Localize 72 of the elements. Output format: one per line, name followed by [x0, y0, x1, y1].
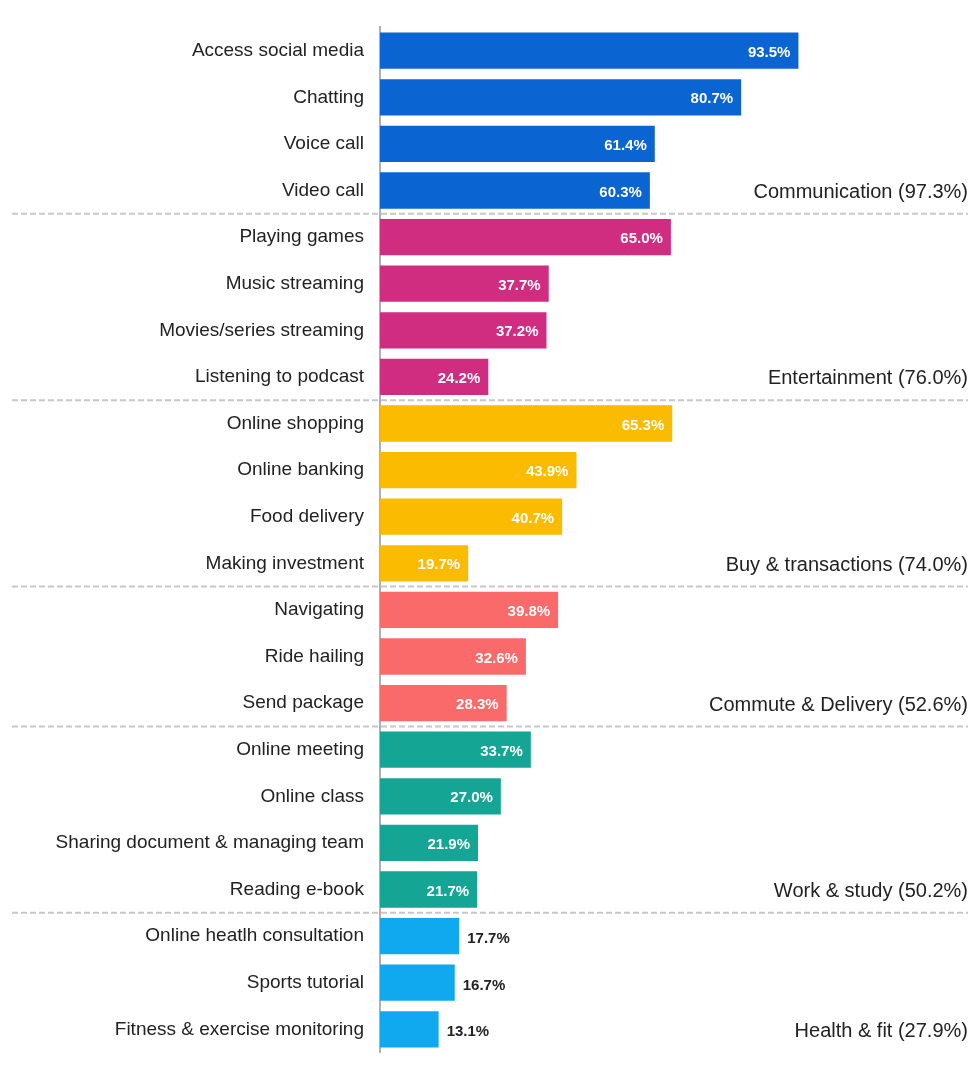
- bar: [380, 358, 489, 396]
- y-tick-label: Video call: [281, 178, 364, 200]
- data-label: 32.6%: [475, 648, 518, 666]
- data-label: 19.7%: [417, 555, 461, 573]
- y-tick-label: Playing games: [239, 225, 364, 247]
- bar: [380, 125, 655, 163]
- y-tick-label: Online meeting: [236, 737, 364, 759]
- y-tick-label: Send package: [242, 691, 364, 713]
- y-tick-label: Sharing document & managing team: [55, 831, 364, 853]
- bar: [380, 405, 673, 442]
- annotation: Buy & transactions (74.0%): [725, 552, 968, 575]
- data-label: 43.9%: [525, 462, 569, 480]
- data-label: 65.0%: [620, 229, 663, 247]
- annotation: Health & fit (27.9%): [794, 1018, 968, 1041]
- bar: [380, 312, 547, 349]
- bar: [380, 591, 559, 629]
- bar: [380, 265, 549, 302]
- y-tick-label: Fitness & exercise monitoring: [114, 1017, 364, 1039]
- bar: [380, 964, 455, 1001]
- bar: [380, 545, 469, 582]
- bar: [380, 778, 501, 815]
- y-tick-label: Movies/series streaming: [159, 318, 364, 340]
- data-label: 27.0%: [450, 788, 493, 806]
- bar: [380, 824, 479, 862]
- bar: [380, 218, 671, 256]
- bar: [380, 172, 650, 209]
- bar: [380, 684, 507, 722]
- bar: [380, 731, 531, 768]
- data-label: 39.8%: [507, 602, 551, 620]
- data-label: 80.7%: [690, 89, 734, 107]
- bar: [380, 32, 799, 69]
- bar: [380, 638, 526, 675]
- annotation: Commute & Delivery (52.6%): [709, 692, 968, 715]
- y-tick-label: Reading e-book: [229, 877, 365, 899]
- data-label: 17.7%: [467, 929, 510, 947]
- data-label: 37.7%: [498, 275, 541, 293]
- y-tick-label: Sports tutorial: [246, 970, 364, 992]
- data-label: 40.7%: [511, 508, 555, 526]
- annotation: Communication (97.3%): [753, 180, 968, 203]
- y-tick-label: Ride hailing: [264, 644, 364, 666]
- y-tick-label: Voice call: [283, 132, 364, 154]
- data-label: 65.3%: [621, 415, 665, 433]
- y-tick-label: Food delivery: [249, 504, 365, 526]
- data-label: 60.3%: [599, 182, 642, 200]
- bar: [380, 1011, 439, 1048]
- y-tick-label: Online shopping: [226, 411, 364, 433]
- bar: [380, 451, 577, 489]
- y-tick-label: Access social media: [191, 38, 365, 60]
- data-label: 37.2%: [495, 322, 539, 340]
- bar: [380, 871, 478, 908]
- data-label: 24.2%: [437, 369, 481, 387]
- y-tick-label: Online heatlh consultation: [145, 924, 364, 946]
- y-tick-label: Music streaming: [225, 271, 364, 293]
- annotation: Entertainment (76.0%): [767, 366, 968, 389]
- data-label: 61.4%: [604, 136, 647, 154]
- data-label: 28.3%: [456, 695, 499, 713]
- annotation: Work & study (50.2%): [773, 879, 968, 902]
- y-tick-label: Chatting: [293, 85, 364, 107]
- y-tick-label: Online banking: [237, 458, 364, 480]
- data-label: 21.7%: [426, 881, 470, 899]
- bar: [380, 917, 460, 955]
- bar: [380, 79, 742, 116]
- bar: [380, 498, 563, 535]
- data-label: 33.7%: [480, 741, 523, 759]
- y-tick-label: Making investment: [205, 551, 365, 573]
- data-label: 21.9%: [427, 835, 471, 853]
- data-label: 16.7%: [462, 975, 506, 993]
- data-label: 13.1%: [446, 1022, 490, 1040]
- y-tick-label: Navigating: [274, 598, 364, 620]
- data-label: 93.5%: [747, 42, 791, 60]
- y-tick-label: Listening to podcast: [194, 365, 365, 387]
- y-tick-label: Online class: [260, 784, 364, 806]
